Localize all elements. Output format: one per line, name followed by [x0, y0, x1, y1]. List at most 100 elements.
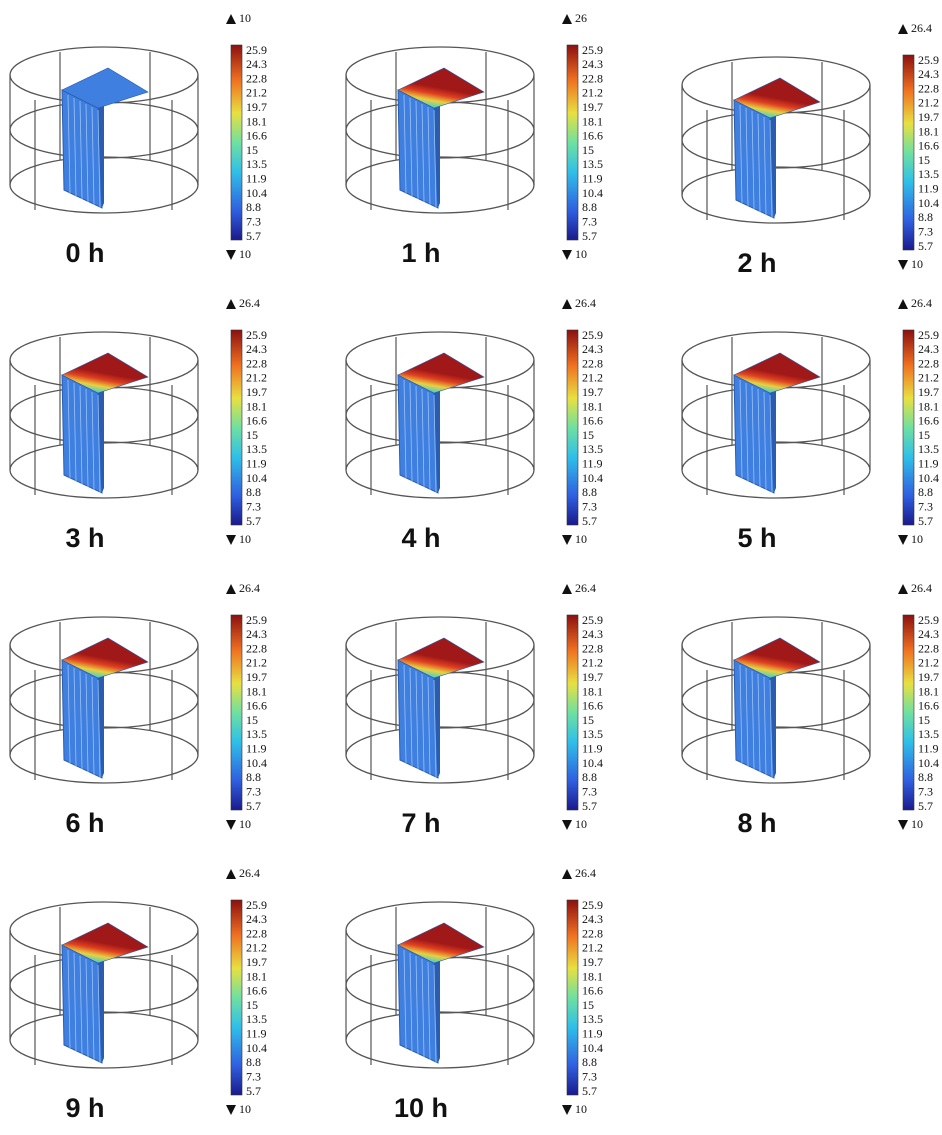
max-label: 26.4	[575, 866, 596, 880]
max-label: 10	[239, 11, 251, 25]
colorbar-tick: 25.9	[246, 328, 267, 342]
min-label: 10	[575, 817, 587, 831]
colorbar-tick: 10.4	[582, 186, 603, 200]
colorbar-tick: 25.9	[918, 328, 939, 342]
min-label: 10	[239, 532, 251, 546]
colorbar-tick: 24.3	[918, 342, 939, 356]
colorbar-tick: 5.7	[918, 514, 933, 528]
colorbar-tick: 18.1	[582, 684, 603, 698]
colorbar-tick: 16.6	[246, 414, 267, 428]
colorbar-tick: 11.9	[246, 457, 267, 471]
colorbar-tick: 22.8	[246, 926, 267, 940]
time-label: 2 h	[737, 248, 776, 278]
colorbar-tick: 5.7	[582, 514, 597, 528]
max-label: 26.4	[911, 296, 932, 310]
colorbar-tick: 19.7	[582, 385, 603, 399]
colorbar-tick: 7.3	[582, 1069, 597, 1083]
colorbar-tick: 21.2	[582, 86, 603, 100]
colorbar-tick: 8.8	[918, 770, 933, 784]
colorbar-tick: 21.2	[918, 96, 939, 110]
min-label: 10	[911, 257, 923, 271]
colorbar-tick: 22.8	[246, 641, 267, 655]
colorbar-tick: 19.7	[246, 100, 267, 114]
colorbar-tick: 16.6	[918, 139, 939, 153]
colorbar-tick: 25.9	[582, 898, 603, 912]
colorbar-tick: 21.2	[246, 941, 267, 955]
colorbar-tick: 24.3	[582, 342, 603, 356]
colorbar-tick: 22.8	[918, 641, 939, 655]
colorbar-tick: 24.3	[246, 912, 267, 926]
colorbar-tick: 24.3	[582, 912, 603, 926]
max-arrow	[562, 14, 572, 24]
colorbar-tick: 15	[246, 713, 258, 727]
max-arrow	[562, 299, 572, 309]
colorbar-tick: 10.4	[246, 756, 267, 770]
colorbar-tick: 8.8	[246, 200, 261, 214]
time-label: 0 h	[65, 238, 104, 268]
colorbar-tick: 10.4	[918, 756, 939, 770]
colorbar-tick: 15	[918, 428, 930, 442]
colorbar	[903, 330, 914, 525]
colorbar-tick: 18.1	[918, 124, 939, 138]
panel: 8 h26.41025.924.322.821.219.718.116.6151…	[672, 570, 942, 855]
min-arrow	[898, 535, 908, 545]
max-arrow	[898, 584, 908, 594]
colorbar-tick: 18.1	[582, 969, 603, 983]
colorbar-tick: 24.3	[918, 627, 939, 641]
colorbar-tick: 24.3	[918, 67, 939, 81]
colorbar-tick: 11.9	[246, 1027, 267, 1041]
colorbar-tick: 16.6	[582, 984, 603, 998]
colorbar-tick: 16.6	[918, 414, 939, 428]
min-label: 10	[239, 1102, 251, 1116]
colorbar-tick: 22.8	[918, 356, 939, 370]
colorbar-tick: 19.7	[918, 110, 939, 124]
time-label: 5 h	[737, 523, 776, 553]
colorbar-tick: 21.2	[246, 86, 267, 100]
max-arrow	[226, 299, 236, 309]
colorbar-tick: 10.4	[246, 1041, 267, 1055]
min-arrow	[226, 250, 236, 260]
min-arrow	[226, 1105, 236, 1115]
colorbar-tick: 25.9	[582, 328, 603, 342]
colorbar-tick: 5.7	[246, 799, 261, 813]
time-label: 7 h	[401, 808, 440, 838]
min-arrow	[898, 820, 908, 830]
colorbar-tick: 16.6	[246, 699, 267, 713]
colorbar-tick: 8.8	[582, 1055, 597, 1069]
colorbar-tick: 22.8	[582, 641, 603, 655]
colorbar	[903, 55, 914, 250]
colorbar-tick: 5.7	[918, 799, 933, 813]
colorbar-tick: 25.9	[918, 53, 939, 67]
colorbar-tick: 24.3	[582, 627, 603, 641]
min-label: 10	[575, 247, 587, 261]
colorbar-tick: 11.9	[582, 172, 603, 186]
colorbar-tick: 7.3	[582, 214, 597, 228]
max-arrow	[562, 869, 572, 879]
colorbar-tick: 7.3	[246, 784, 261, 798]
colorbar-tick: 8.8	[582, 485, 597, 499]
colorbar-tick: 11.9	[918, 457, 939, 471]
colorbar-tick: 25.9	[246, 613, 267, 627]
colorbar-tick: 25.9	[582, 613, 603, 627]
max-arrow	[562, 584, 572, 594]
min-arrow	[562, 535, 572, 545]
colorbar-tick: 18.1	[246, 114, 267, 128]
colorbar-tick: 13.5	[246, 442, 267, 456]
colorbar-tick: 7.3	[246, 1069, 261, 1083]
min-arrow	[898, 260, 908, 270]
colorbar-tick: 22.8	[246, 71, 267, 85]
min-arrow	[226, 535, 236, 545]
time-label: 1 h	[401, 238, 440, 268]
colorbar-tick: 13.5	[918, 442, 939, 456]
colorbar-tick: 5.7	[918, 239, 933, 253]
colorbar-tick: 5.7	[246, 1084, 261, 1098]
colorbar-tick: 13.5	[582, 727, 603, 741]
colorbar-tick: 15	[246, 428, 258, 442]
panel: 10 h26.41025.924.322.821.219.718.116.615…	[336, 855, 636, 1135]
max-arrow	[226, 869, 236, 879]
min-label: 10	[911, 817, 923, 831]
colorbar-tick: 15	[918, 153, 930, 167]
min-label: 10	[575, 532, 587, 546]
max-label: 26.4	[239, 581, 260, 595]
colorbar-tick: 21.2	[582, 656, 603, 670]
